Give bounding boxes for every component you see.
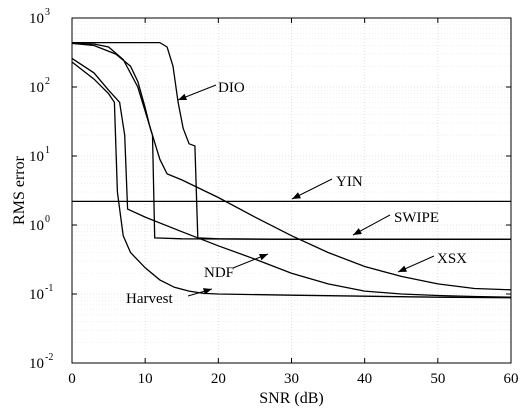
y-tick-label: 10 -1: [29, 283, 53, 303]
annotation-swipe: SWIPE: [352, 210, 439, 236]
y-tick-exponent: -2: [45, 352, 53, 363]
annotation-arrowhead: [203, 288, 212, 295]
y-tick-exponent: 2: [45, 76, 50, 87]
series-line-xsx: [71, 42, 512, 291]
annotation-arrowhead: [178, 93, 187, 100]
annotations: DIO YIN SWIPE XSX NDF Harvest: [126, 80, 467, 307]
x-tick-label: 50: [430, 371, 445, 387]
x-tick-label: 10: [138, 371, 153, 387]
annotation-arrowhead: [398, 265, 407, 272]
y-tick-base: 10: [29, 80, 44, 96]
annotation-dio: DIO: [177, 80, 245, 101]
y-tick-exponent: -1: [45, 283, 53, 294]
x-tick-label: 60: [504, 371, 519, 387]
x-tick-label: 20: [211, 371, 226, 387]
y-tick-base: 10: [29, 356, 44, 372]
y-tick-label: 10 3: [29, 7, 50, 27]
series-lines: [71, 41, 512, 299]
x-axis-label: SNR (dB): [259, 390, 323, 407]
y-tick-exponent: 3: [45, 7, 50, 18]
y-tick-label: 10 0: [29, 214, 50, 234]
annotation-yin: YIN: [291, 174, 363, 200]
annotation-xsx: XSX: [397, 251, 467, 273]
grid: [71, 17, 512, 364]
y-tick-base: 10: [29, 149, 44, 165]
y-axis-label: RMS error: [11, 155, 28, 225]
x-tick-label: 30: [284, 371, 299, 387]
y-tick-label: 10 1: [29, 145, 50, 165]
annotation-label: Harvest: [126, 291, 173, 307]
x-tick-label: 40: [357, 371, 372, 387]
y-tick-exponent: 1: [45, 145, 50, 156]
y-tick-base: 10: [29, 11, 44, 27]
y-tick-base: 10: [29, 218, 44, 234]
annotation-arrowhead: [292, 192, 301, 199]
annotation-label: YIN: [336, 174, 363, 190]
series-line-harvest: [71, 61, 512, 299]
annotation-arrowhead: [259, 254, 268, 261]
y-tick-base: 10: [29, 287, 44, 303]
annotation-label: NDF: [204, 265, 234, 281]
series-line-ndf: [71, 57, 512, 298]
annotation-label: DIO: [218, 80, 245, 96]
y-tick-label: 10 -2: [29, 352, 53, 372]
annotation-label: XSX: [437, 251, 467, 267]
annotation-arrowhead: [353, 228, 362, 235]
annotation-ndf: NDF: [204, 253, 269, 281]
x-tick-label: 0: [68, 371, 76, 387]
y-tick-label: 10 2: [29, 76, 50, 96]
annotation-harvest: Harvest: [126, 288, 213, 307]
y-tick-exponent: 0: [45, 214, 50, 225]
annotation-label: SWIPE: [394, 210, 439, 226]
